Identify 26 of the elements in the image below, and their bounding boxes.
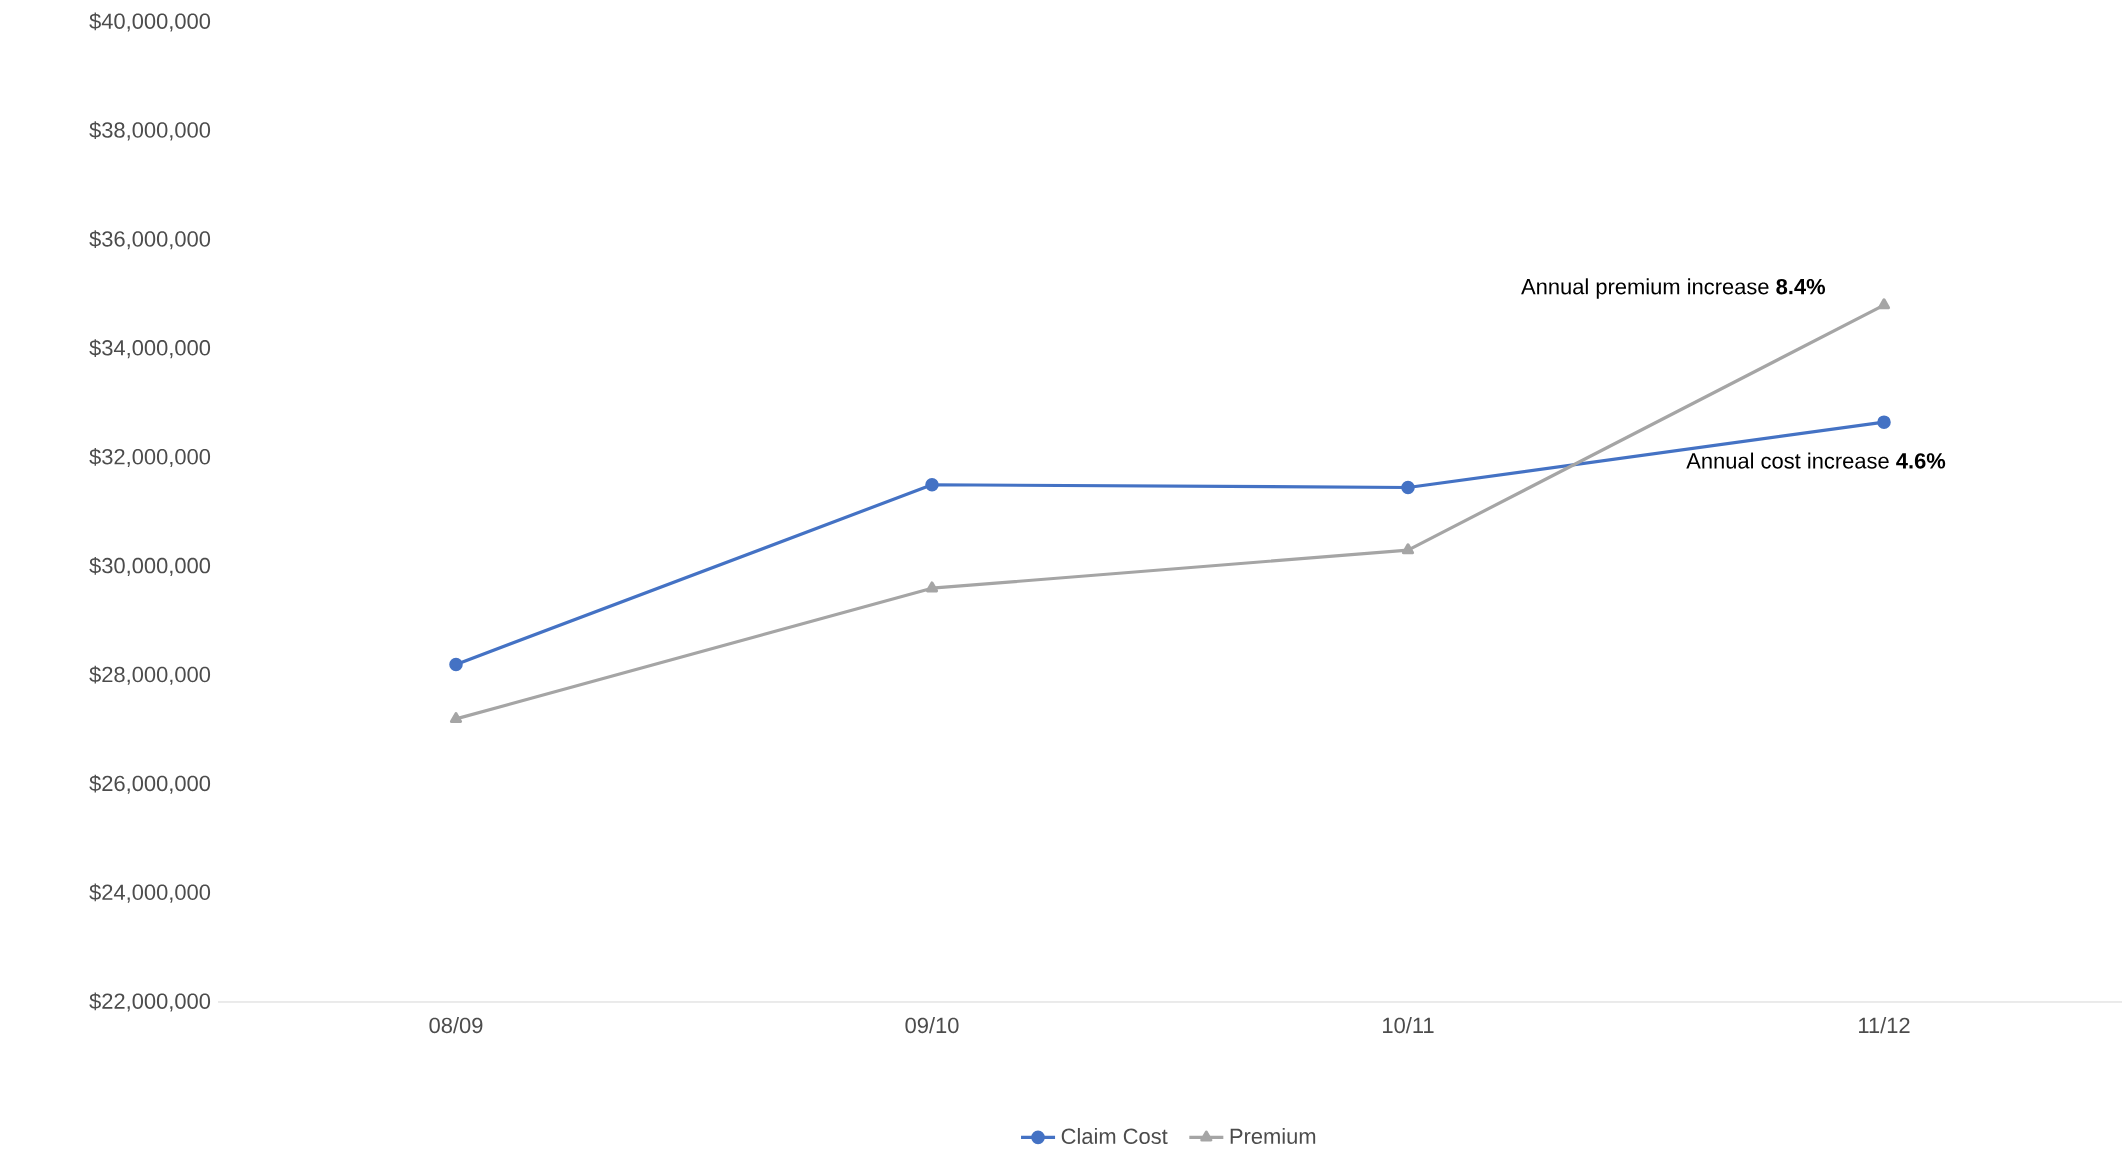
y-tick-label: $30,000,000 [89,557,211,577]
point [449,712,463,724]
annotation: Annual premium increase 8.4% [1521,278,1826,299]
x-tick-label: 08/09 [429,1017,483,1034]
point [925,581,939,593]
x-tick-label: 11/12 [1859,1017,1910,1034]
point [449,657,463,672]
y-tick-label: $40,000,000 [89,12,211,32]
annotation: Annual cost increase 4.6% [1686,452,1946,469]
point [1401,480,1415,495]
point [925,478,939,492]
y-tick-label: $36,000,000 [89,230,211,250]
y-tick-label: $34,000,000 [89,339,211,359]
y-tick-label: $22,000,000 [89,992,211,1012]
y-tick-label: $24,000,000 [89,883,211,903]
y-tick-label: $38,000,000 [89,121,211,141]
point [1877,298,1891,310]
legend-label: Premium [1230,1128,1316,1145]
y-tick-label: $28,000,000 [89,665,211,685]
x-tick-label: 09/10 [905,1017,959,1034]
x-tick-label: 10/11 [1383,1017,1434,1034]
y-tick-label: $26,000,000 [89,774,211,794]
point [1401,543,1415,555]
point [1877,415,1891,430]
y-tick-label: $32,000,000 [89,448,211,468]
legend-label: Claim Cost [1061,1128,1168,1145]
